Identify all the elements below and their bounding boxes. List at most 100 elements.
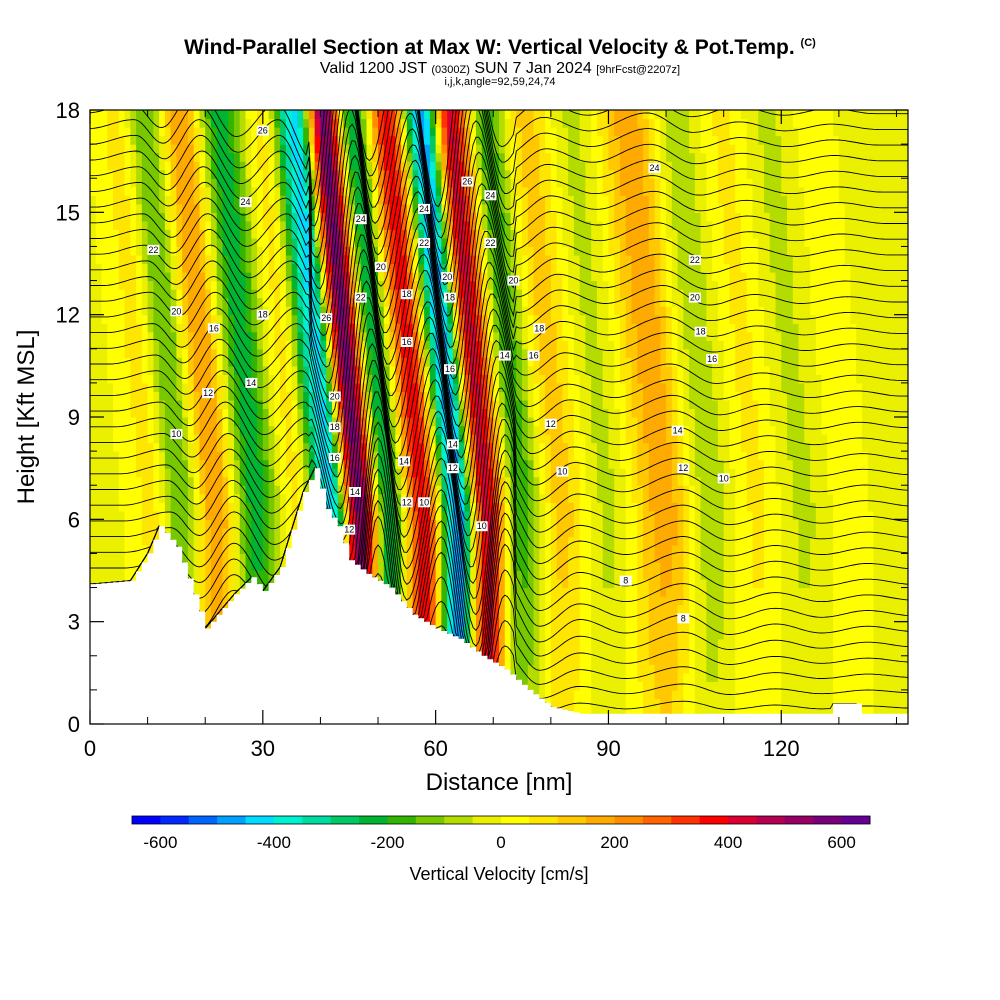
velocity-cell <box>827 434 834 444</box>
velocity-cell <box>101 493 108 503</box>
velocity-cell <box>671 442 679 452</box>
velocity-cell <box>769 613 777 623</box>
velocity-cell <box>838 434 846 444</box>
velocity-cell <box>798 536 805 546</box>
velocity-cell <box>596 587 604 597</box>
velocity-cell <box>262 519 270 529</box>
velocity-cell <box>700 647 707 657</box>
velocity-cell <box>763 681 771 691</box>
velocity-cell <box>654 544 661 555</box>
velocity-cell <box>124 553 131 563</box>
velocity-cell <box>758 638 765 648</box>
velocity-cell <box>285 434 293 444</box>
velocity-cell <box>464 493 471 503</box>
velocity-cell <box>608 596 615 606</box>
velocity-cell <box>90 476 97 486</box>
velocity-cell <box>239 434 247 444</box>
velocity-cell <box>683 596 690 606</box>
velocity-cell <box>234 527 241 537</box>
velocity-cell <box>827 655 834 665</box>
velocity-cell <box>378 519 385 529</box>
velocity-cell <box>124 544 131 555</box>
velocity-cell <box>666 561 673 572</box>
velocity-cell <box>833 579 840 589</box>
velocity-cell <box>337 476 345 486</box>
velocity-cell <box>527 425 535 435</box>
velocity-cell <box>861 689 869 700</box>
velocity-cell <box>867 468 875 478</box>
velocity-cell <box>838 672 846 682</box>
velocity-cell <box>435 544 442 555</box>
velocity-cell <box>746 570 754 580</box>
velocity-cell <box>648 485 656 495</box>
velocity-cell <box>666 621 673 631</box>
velocity-cell <box>735 510 742 520</box>
velocity-cell <box>579 561 587 572</box>
velocity-cell <box>625 664 633 674</box>
velocity-cell <box>268 442 275 452</box>
velocity-cell <box>141 544 149 555</box>
velocity-cell <box>781 706 788 717</box>
velocity-cell <box>504 502 512 512</box>
velocity-cell <box>637 468 644 478</box>
velocity-cell <box>746 613 754 623</box>
velocity-cell <box>890 672 898 682</box>
velocity-cell <box>573 544 581 555</box>
velocity-cell <box>539 527 546 537</box>
velocity-cell <box>873 561 880 572</box>
velocity-cell <box>821 579 828 589</box>
velocity-cell <box>827 451 834 461</box>
velocity-cell <box>787 468 794 478</box>
velocity-cell <box>746 442 754 452</box>
velocity-cell <box>285 468 293 478</box>
velocity-cell <box>435 561 442 572</box>
velocity-cell <box>504 468 512 478</box>
velocity-cell <box>729 459 736 469</box>
velocity-cell <box>113 468 120 478</box>
velocity-cell <box>694 587 702 597</box>
velocity-cell <box>435 553 442 563</box>
velocity-cell <box>591 493 598 503</box>
velocity-cell <box>879 647 886 657</box>
velocity-cell <box>268 553 275 563</box>
velocity-cell <box>205 536 212 546</box>
velocity-cell <box>660 689 667 700</box>
velocity-cell <box>499 536 506 546</box>
velocity-cell <box>717 655 725 665</box>
velocity-cell <box>274 536 281 546</box>
velocity-cell <box>487 451 494 461</box>
velocity-cell <box>504 561 512 572</box>
velocity-cell <box>884 510 892 520</box>
velocity-cell <box>619 442 627 452</box>
velocity-cell <box>717 579 725 589</box>
velocity-cell <box>896 604 903 614</box>
velocity-cell <box>504 630 512 640</box>
velocity-cell <box>896 510 903 520</box>
velocity-cell <box>700 425 707 435</box>
velocity-cell <box>608 655 615 665</box>
velocity-cell <box>769 510 777 520</box>
velocity-cell <box>124 570 131 580</box>
velocity-cell <box>435 570 442 580</box>
velocity-cell <box>539 664 546 674</box>
velocity-cell <box>821 672 828 682</box>
velocity-cell <box>821 613 828 623</box>
velocity-cell <box>493 536 500 546</box>
velocity-cell <box>550 698 558 708</box>
velocity-cell <box>274 468 281 478</box>
velocity-cell <box>585 527 592 537</box>
velocity-cell <box>504 451 512 461</box>
velocity-cell <box>689 681 696 691</box>
velocity-cell <box>141 451 149 461</box>
velocity-cell <box>631 553 638 563</box>
velocity-cell <box>360 459 368 469</box>
velocity-cell <box>625 451 633 461</box>
velocity-cell <box>441 544 448 555</box>
velocity-cell <box>787 689 794 700</box>
velocity-cell <box>234 502 241 512</box>
velocity-cell <box>539 647 546 657</box>
velocity-cell <box>608 579 615 589</box>
velocity-cell <box>562 536 569 546</box>
velocity-cell <box>833 425 840 435</box>
velocity-cell <box>602 561 610 572</box>
